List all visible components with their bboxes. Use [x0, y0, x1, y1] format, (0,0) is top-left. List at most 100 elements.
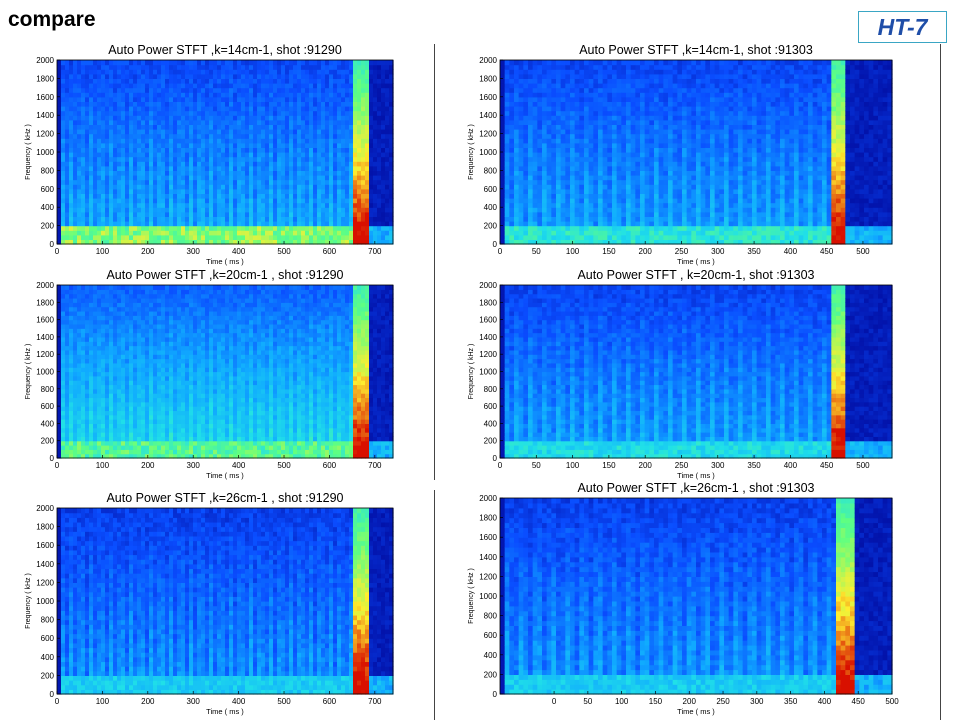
heatmap-cell [141, 92, 146, 98]
heatmap-cell [153, 64, 158, 70]
heatmap-cell [109, 179, 114, 185]
heatmap-cell [663, 221, 669, 227]
heatmap-cell [546, 119, 552, 125]
heatmap-cell [97, 110, 102, 116]
heatmap-cell [353, 225, 358, 231]
heatmap-cell [105, 60, 110, 66]
heatmap-cell [93, 165, 98, 171]
heatmap-cell [153, 202, 158, 208]
heatmap-cell [253, 239, 258, 245]
heatmap-cell [289, 87, 294, 93]
heatmap-cell [532, 211, 538, 217]
heatmap-cell [349, 129, 354, 135]
heatmap-cell [57, 96, 62, 102]
heatmap-cell [189, 64, 194, 70]
heatmap-cell [57, 87, 62, 93]
heatmap-cell [321, 96, 326, 102]
heatmap-cell [353, 156, 358, 162]
heatmap-cell [325, 207, 330, 213]
heatmap-cell [341, 83, 346, 89]
heatmap-cell [197, 230, 202, 236]
heatmap-cell [556, 202, 562, 208]
heatmap-cell [602, 69, 608, 75]
heatmap-cell [285, 184, 290, 190]
heatmap-cell [337, 207, 342, 213]
heatmap-cell [149, 115, 154, 121]
heatmap-cell [185, 133, 190, 139]
heatmap-cell [137, 133, 142, 139]
heatmap-cell [221, 161, 226, 167]
heatmap-cell [281, 119, 286, 125]
heatmap-cell [357, 69, 362, 75]
heatmap-cell [560, 119, 566, 125]
heatmap-cell [177, 110, 182, 116]
heatmap-cell [654, 115, 660, 121]
heatmap-cell [588, 179, 594, 185]
heatmap-cell [285, 216, 290, 222]
heatmap-cell [57, 188, 62, 194]
heatmap-cell [77, 161, 82, 167]
heatmap-cell [269, 221, 274, 227]
heatmap-cell [570, 207, 576, 213]
heatmap-cell [301, 138, 306, 144]
heatmap-cell [341, 78, 346, 84]
heatmap-cell [237, 170, 242, 176]
heatmap-cell [341, 110, 346, 116]
heatmap-cell [61, 170, 66, 176]
heatmap-cell [85, 64, 90, 70]
heatmap-cell [109, 106, 114, 112]
heatmap-cell [630, 92, 636, 98]
heatmap-cell [329, 78, 334, 84]
heatmap-cell [584, 92, 590, 98]
heatmap-cell [551, 119, 557, 125]
heatmap-cell [109, 133, 114, 139]
heatmap-cell [556, 101, 562, 107]
heatmap-cell [321, 216, 326, 222]
heatmap-cell [668, 115, 674, 121]
heatmap-cell [237, 230, 242, 236]
heatmap-cell [345, 193, 350, 199]
heatmap-cell [612, 175, 618, 181]
heatmap-cell [177, 188, 182, 194]
heatmap-cell [640, 239, 646, 245]
heatmap-cell [345, 92, 350, 98]
heatmap-cell [193, 211, 198, 217]
heatmap-cell [109, 207, 114, 213]
heatmap-cell [556, 87, 562, 93]
heatmap-cell [369, 64, 374, 70]
heatmap-cell [193, 147, 198, 153]
heatmap-cell [205, 142, 210, 148]
heatmap-cell [193, 234, 198, 240]
heatmap-cell [213, 234, 218, 240]
heatmap-cell [607, 188, 613, 194]
heatmap-cell [237, 64, 242, 70]
heatmap-cell [269, 175, 274, 181]
heatmap-cell [333, 129, 338, 135]
heatmap-cell [185, 64, 190, 70]
heatmap-cell [381, 110, 386, 116]
heatmap-cell [261, 64, 266, 70]
heatmap-cell [105, 69, 110, 75]
heatmap-cell [349, 175, 354, 181]
heatmap-cell [532, 115, 538, 121]
heatmap-cell [677, 78, 683, 84]
heatmap-cell [373, 170, 378, 176]
heatmap-cell [500, 239, 506, 245]
heatmap-cell [546, 78, 552, 84]
heatmap-cell [285, 156, 290, 162]
heatmap-cell [261, 170, 266, 176]
heatmap-cell [598, 198, 604, 204]
heatmap-cell [141, 83, 146, 89]
heatmap-cell [261, 165, 266, 171]
heatmap-cell [584, 161, 590, 167]
heatmap-cell [273, 156, 278, 162]
heatmap-cell [285, 175, 290, 181]
heatmap-cell [193, 156, 198, 162]
heatmap-cell [607, 69, 613, 75]
heatmap-cell [213, 161, 218, 167]
heatmap-cell [616, 225, 622, 231]
heatmap-cell [361, 202, 366, 208]
heatmap-cell [269, 147, 274, 153]
heatmap-cell [69, 198, 74, 204]
heatmap-cell [57, 234, 62, 240]
